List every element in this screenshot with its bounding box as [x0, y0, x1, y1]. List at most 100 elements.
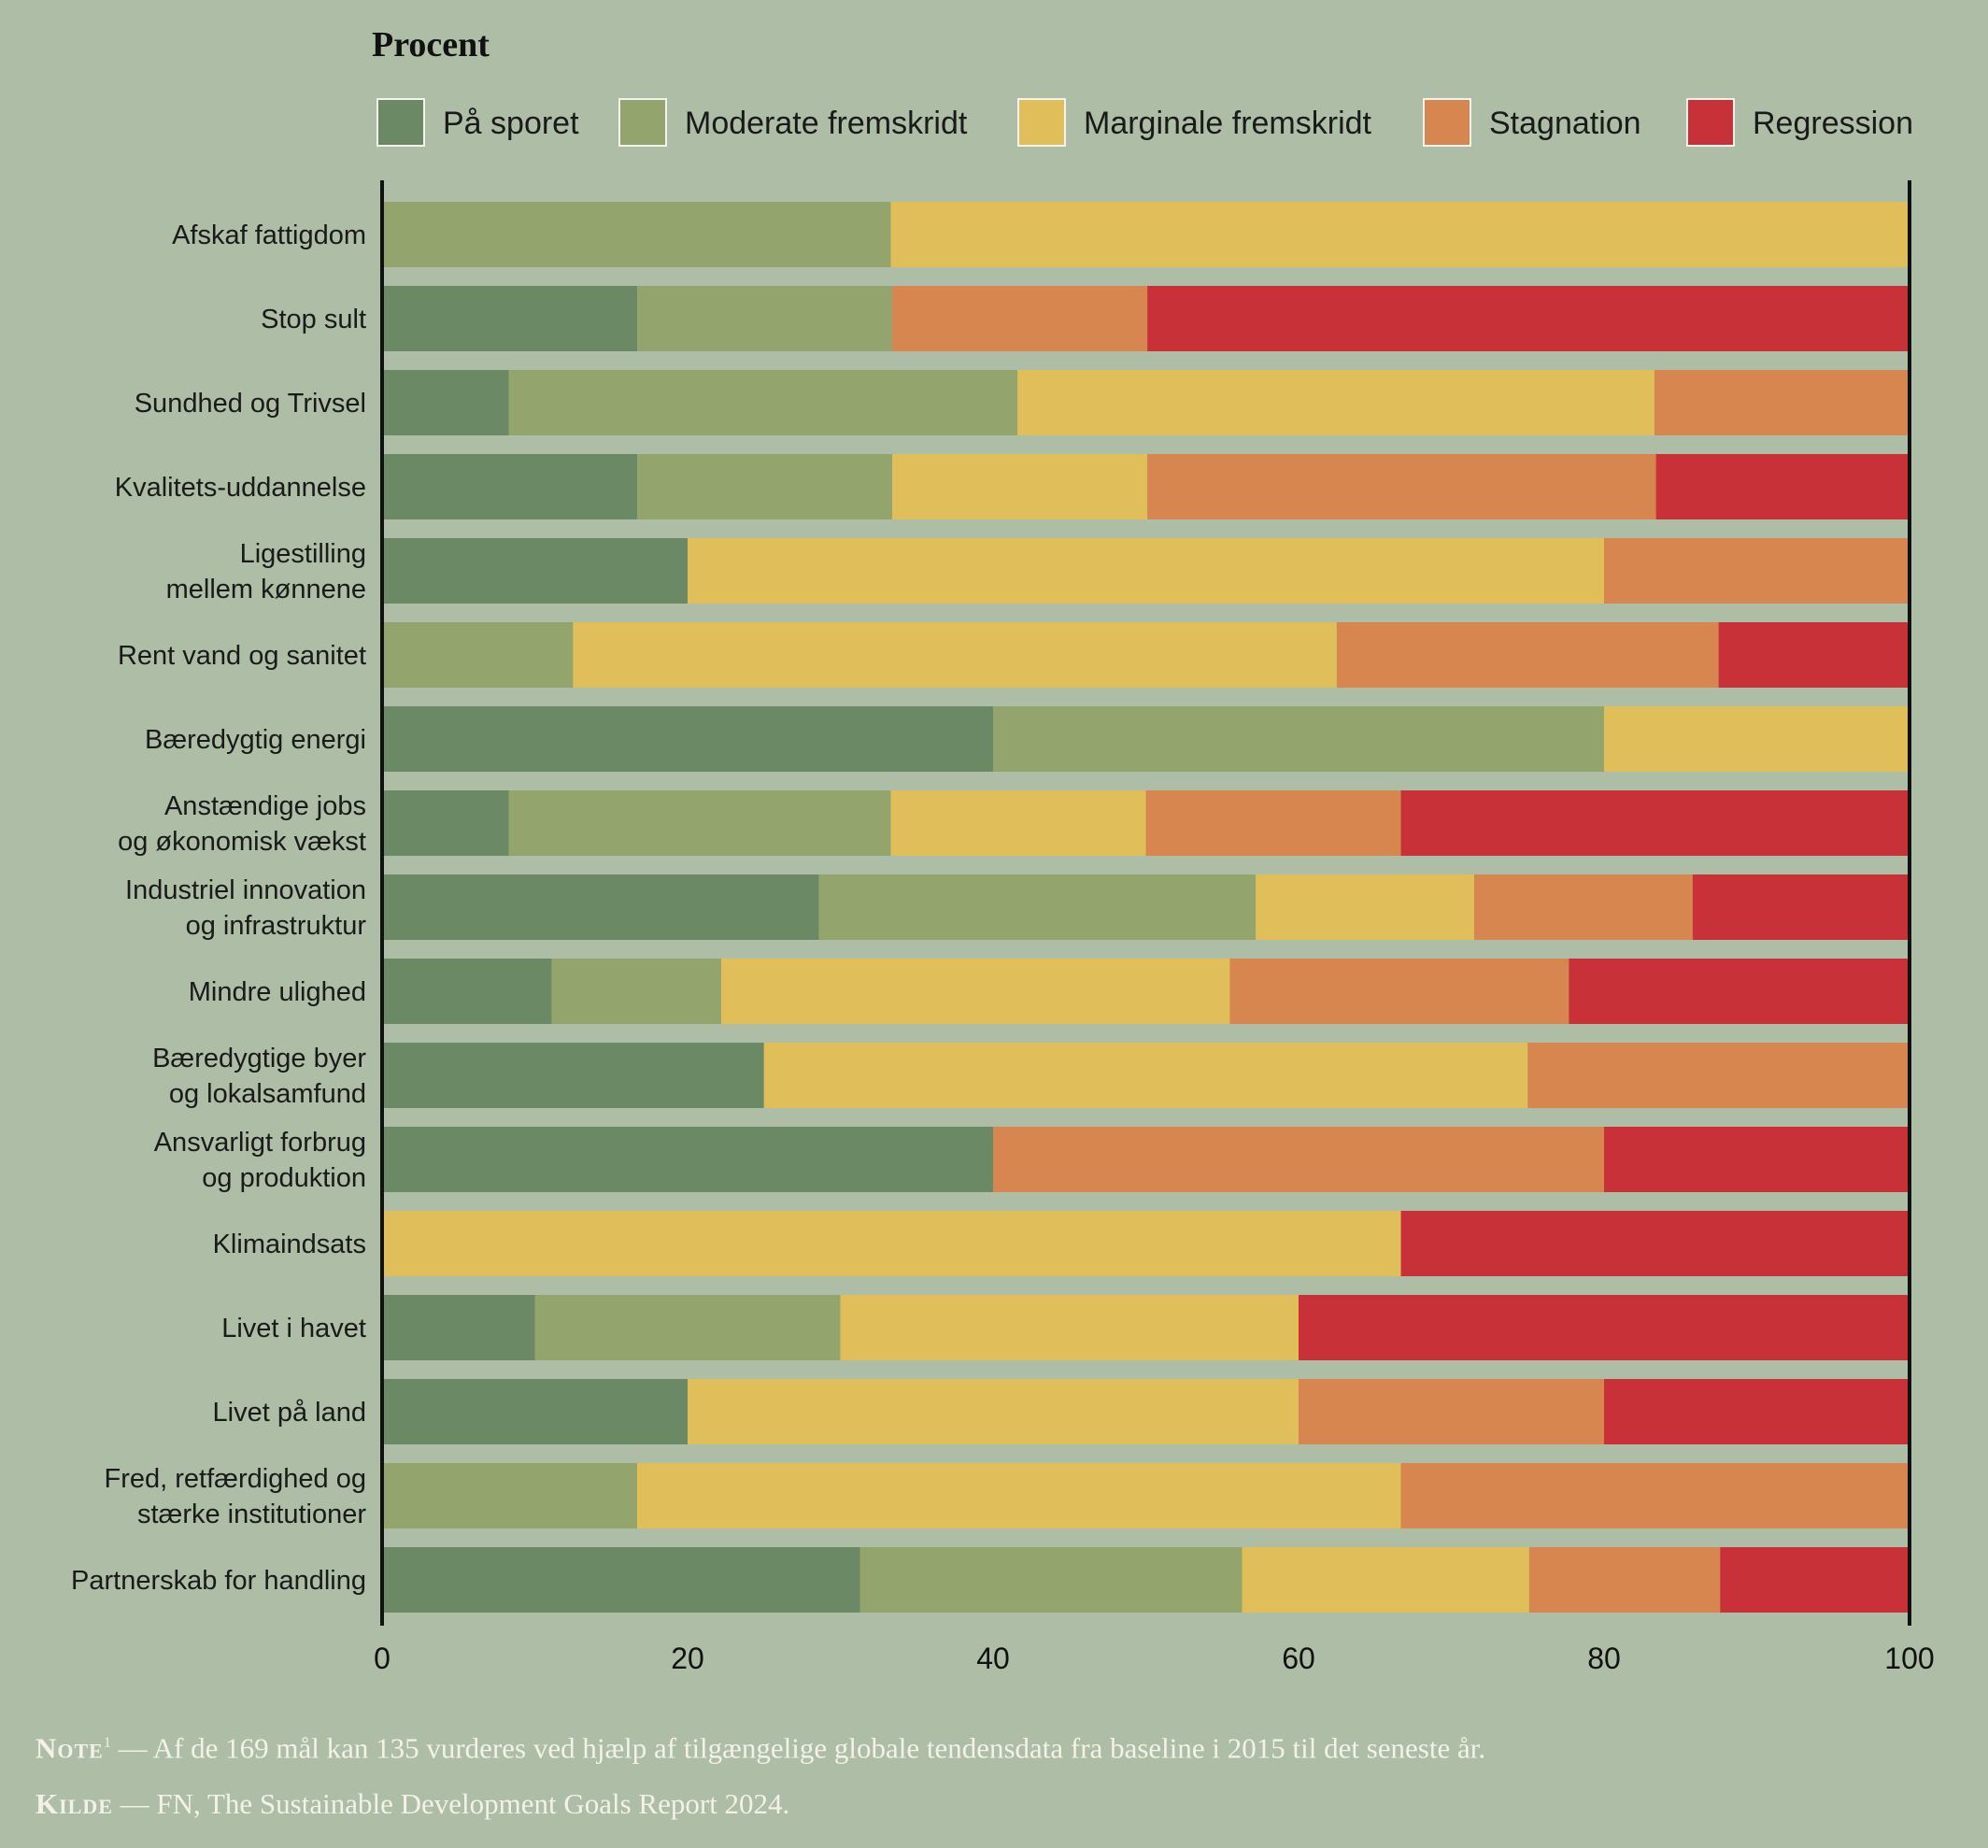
bar-segment [637, 286, 893, 351]
bar-segment [840, 1295, 1299, 1360]
bar-segment [1528, 1547, 1721, 1613]
bar-segment [1299, 1295, 1910, 1360]
category-label: Livet i havet [221, 1314, 366, 1343]
bar-segment [1604, 706, 1910, 772]
category-label: Kvalitets-uddannelse [115, 473, 366, 503]
bar-segment [1718, 622, 1910, 688]
bar-segment [534, 1295, 841, 1360]
legend: På sporet Moderate fremskridt Marginale fr… [376, 98, 1913, 147]
category-label: Sundhed og Trivsel [135, 389, 366, 419]
x-tick-label: 40 [976, 1642, 1010, 1675]
bar-segment [1474, 874, 1693, 940]
category-label: Partnerskab for handling [71, 1566, 366, 1596]
bar-segment [892, 454, 1148, 519]
legend-swatch [1017, 98, 1066, 147]
bar-segment [993, 1127, 1604, 1192]
bar-segment [1604, 1127, 1910, 1192]
category-label: Rent vand og sanitet [118, 641, 366, 671]
bar-segment [1145, 790, 1401, 856]
note-superscript: 1 [103, 1735, 111, 1751]
bar-segment [1654, 370, 1910, 435]
bar-segment [382, 706, 993, 772]
bar-segment [1229, 959, 1569, 1024]
bar-segment [382, 874, 819, 940]
legend-label: Regression [1753, 106, 1913, 141]
bar-segment [1256, 874, 1475, 940]
bar-segment [508, 370, 1018, 435]
note-text: — Af de 169 mål kan 135 vurderes ved hjæ… [110, 1731, 1486, 1765]
category-label: Ansvarligt forbrug og produktion [154, 1128, 366, 1193]
category-labels: Afskaf fattigdom Stop sult Sundhed og Triv… [71, 220, 366, 1596]
x-tick-label: 0 [374, 1642, 390, 1675]
category-label: Ligestilling mellem kønnene [166, 539, 366, 604]
legend-label: På sporet [443, 106, 579, 141]
chart-title: Procent [372, 25, 490, 64]
bar-segment [859, 1547, 1242, 1613]
bar-segment [382, 1295, 535, 1360]
bar-segment [1147, 286, 1911, 351]
category-label: Industriel innovation og infrastruktur [125, 875, 366, 941]
x-tick-label: 80 [1587, 1642, 1621, 1675]
bar-segment [573, 622, 1337, 688]
bar-segment [1400, 1211, 1910, 1276]
bar-segment [382, 538, 688, 604]
legend-label: Stagnation [1489, 106, 1641, 141]
bar-segment [1299, 1379, 1604, 1444]
note-line: Note1 — Af de 169 mål kan 135 vurderes v… [36, 1715, 1485, 1776]
bar-segment [382, 959, 552, 1024]
bar-segment [551, 959, 721, 1024]
bar-segment [637, 454, 893, 519]
source-label: Kilde [36, 1787, 113, 1821]
bar-segment [1400, 1463, 1910, 1528]
category-label: Fred, retfærdighed og stærke institutione… [105, 1464, 367, 1529]
bar-segment [818, 874, 1257, 940]
legend-swatch [1423, 98, 1471, 147]
bar-segment [508, 790, 891, 856]
legend-swatch [618, 98, 667, 147]
bar-segment [1147, 454, 1656, 519]
bar-segment [382, 1127, 993, 1192]
bar-segment [382, 1043, 764, 1108]
category-label: Bæredygtig energi [145, 725, 366, 755]
bar-segment [382, 1547, 860, 1613]
bar-segment [1527, 1043, 1910, 1108]
bar-segment [382, 1379, 688, 1444]
legend-swatch [1686, 98, 1735, 147]
x-tick-label: 100 [1884, 1642, 1934, 1675]
bar-segment [1655, 454, 1911, 519]
x-tick-label: 20 [671, 1642, 704, 1675]
bar-segment [382, 202, 891, 267]
category-label: Klimaindsats [213, 1230, 366, 1259]
axes: 0 20 40 60 80 100 [374, 180, 1935, 1675]
bar-segment [1336, 622, 1719, 688]
bar-segment [382, 1463, 638, 1528]
legend-swatch [376, 98, 425, 147]
category-label: Bæredygtige byer og lokalsamfund [152, 1044, 366, 1109]
bar-segment [993, 706, 1604, 772]
category-label: Mindre ulighed [189, 977, 366, 1007]
category-label: Afskaf fattigdom [172, 220, 366, 250]
source-text: — FN, The Sustainable Development Goals … [112, 1787, 790, 1821]
bar-segment [382, 370, 509, 435]
bars-group [382, 202, 1911, 1613]
x-tick-label: 60 [1282, 1642, 1315, 1675]
bar-segment [763, 1043, 1528, 1108]
bar-segment [1720, 1547, 1911, 1613]
bar-segment [1692, 874, 1911, 940]
bar-segment [890, 202, 1910, 267]
note-label: Note [36, 1731, 104, 1765]
bar-segment [1017, 370, 1654, 435]
bar-segment [720, 959, 1230, 1024]
bar-segment [382, 286, 638, 351]
source-line: Kilde — FN, The Sustainable Development … [36, 1776, 1485, 1832]
bar-segment [382, 622, 574, 688]
bar-segment [382, 1211, 1401, 1276]
bar-segment [1569, 959, 1909, 1024]
bar-segment [688, 538, 1604, 604]
category-label: Livet på land [213, 1398, 366, 1428]
category-label: Anstændige jobs og økonomisk vækst [118, 791, 366, 857]
category-label: Stop sult [261, 305, 366, 334]
bar-segment [1604, 1379, 1910, 1444]
bar-segment [688, 1379, 1299, 1444]
